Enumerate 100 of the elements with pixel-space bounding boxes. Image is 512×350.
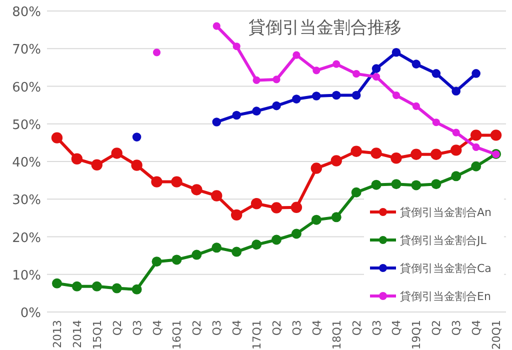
point — [212, 242, 222, 253]
point — [312, 92, 321, 100]
point — [372, 64, 381, 73]
point — [132, 132, 142, 142]
point — [410, 148, 422, 160]
point — [291, 228, 302, 239]
point — [212, 118, 222, 126]
point — [311, 214, 322, 225]
x-tick-label: Q2 — [350, 320, 364, 336]
x-tick-label: Q4 — [230, 320, 244, 336]
point — [430, 148, 442, 160]
point — [331, 212, 342, 222]
x-tick-label: Q3 — [290, 320, 304, 336]
point — [310, 162, 322, 174]
point — [72, 281, 82, 292]
point — [472, 143, 480, 151]
point — [232, 110, 241, 120]
point — [171, 176, 182, 188]
y-tick-label: 20% — [12, 230, 41, 246]
y-tick-label: 50% — [12, 118, 41, 133]
point — [212, 22, 220, 30]
point — [351, 187, 362, 198]
y-tick-label: 10% — [12, 268, 41, 284]
point — [471, 161, 482, 172]
point — [332, 60, 340, 68]
point — [151, 176, 162, 188]
point — [452, 128, 460, 136]
y-tick-label: 30% — [12, 193, 41, 208]
point — [52, 278, 62, 288]
point — [352, 90, 361, 100]
point — [392, 48, 401, 57]
y-tick-label: 80% — [12, 5, 41, 20]
x-tick-label: 2013 — [50, 320, 64, 348]
x-tick-label: Q4 — [470, 320, 484, 336]
x-tick-label: 19Q1 — [410, 320, 424, 350]
point — [132, 284, 142, 294]
point — [412, 102, 420, 110]
x-tick-label: 18Q1 — [330, 320, 344, 350]
y-tick-label: 70% — [12, 42, 41, 58]
y-tick-label: 60% — [12, 80, 41, 96]
x-tick-label: Q3 — [130, 320, 144, 336]
legend-label: 貸倒引当金割合JL — [400, 234, 488, 247]
point — [232, 42, 240, 50]
x-tick-label: Q4 — [150, 320, 164, 336]
point — [392, 91, 400, 100]
point — [252, 76, 260, 84]
point — [131, 160, 142, 171]
point — [451, 171, 462, 182]
y-tick-label: 0% — [20, 306, 41, 321]
point — [230, 209, 242, 221]
legend-label: 貸倒引当金割合En — [400, 290, 491, 303]
point — [232, 246, 242, 257]
point — [272, 76, 280, 84]
point — [211, 190, 222, 202]
x-tick-label: Q3 — [450, 320, 464, 336]
x-tick-label: Q2 — [430, 320, 444, 336]
point — [452, 86, 461, 96]
point — [391, 179, 402, 190]
x-tick-label: Q2 — [190, 320, 204, 336]
point — [272, 234, 282, 245]
point — [292, 94, 301, 104]
x-tick-label: Q2 — [270, 320, 284, 336]
point — [352, 70, 360, 78]
x-tick-label: 20Q1 — [490, 320, 504, 350]
point — [370, 148, 382, 159]
chart-title: 貸倒引当金割合推移 — [248, 18, 402, 38]
point — [312, 66, 320, 74]
legend-label: 貸倒引当金割合Ca — [400, 262, 492, 275]
point — [330, 155, 342, 166]
point — [252, 240, 262, 250]
point — [432, 118, 440, 126]
point — [432, 69, 441, 78]
point — [111, 148, 122, 159]
point — [192, 250, 202, 260]
point — [152, 48, 161, 56]
point — [152, 256, 162, 267]
point — [431, 179, 442, 190]
point — [292, 51, 300, 59]
point — [412, 60, 421, 68]
y-tick-label: 40% — [12, 156, 41, 170]
point — [252, 106, 261, 116]
point — [51, 132, 63, 144]
point — [350, 146, 362, 157]
x-tick-label: 16Q1 — [170, 320, 184, 350]
point — [91, 159, 102, 170]
legend-label: 貸倒引当金割合An — [400, 206, 492, 219]
point — [270, 202, 282, 214]
point — [172, 254, 182, 265]
point — [472, 69, 480, 78]
point — [490, 130, 502, 141]
x-tick-label: Q3 — [370, 320, 384, 336]
point — [332, 90, 341, 100]
point — [390, 152, 402, 164]
point — [470, 130, 482, 141]
x-tick-label: 17Q1 — [250, 320, 264, 350]
point — [250, 198, 262, 210]
point — [71, 153, 83, 164]
x-tick-label: Q2 — [110, 320, 124, 336]
point — [371, 180, 382, 190]
point — [290, 202, 302, 213]
